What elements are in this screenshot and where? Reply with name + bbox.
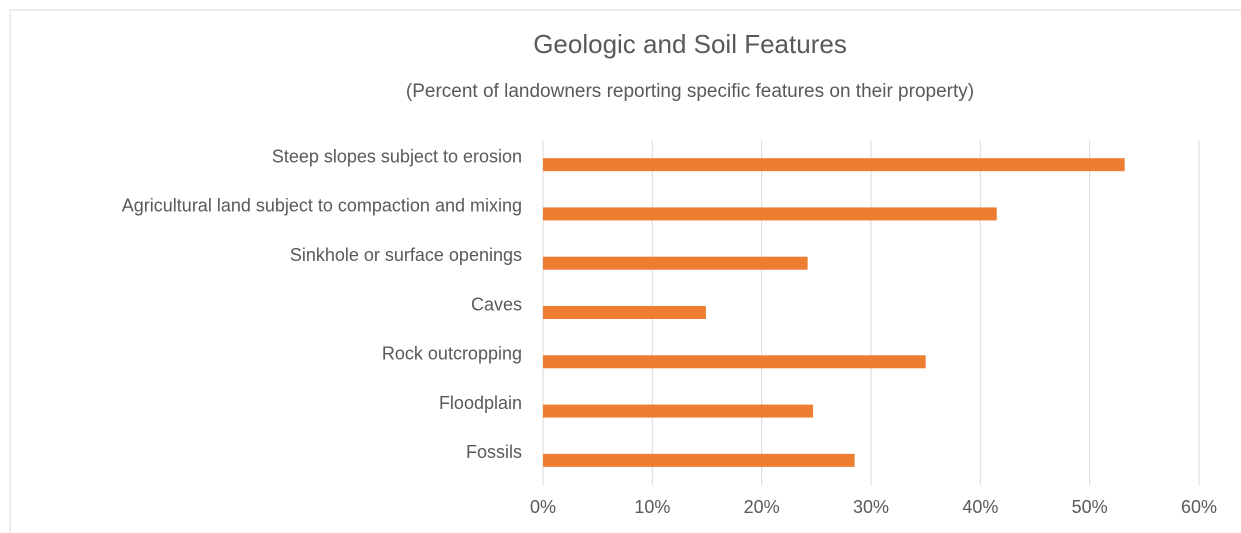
chart-subtitle: (Percent of landowners reporting specifi… bbox=[406, 81, 974, 102]
x-tick-label: 10% bbox=[634, 497, 670, 517]
bar bbox=[543, 256, 808, 270]
y-tick-label: Caves bbox=[471, 294, 522, 314]
y-tick-label: Agricultural land subject to compaction … bbox=[122, 196, 522, 216]
x-tick-label: 40% bbox=[962, 497, 998, 517]
y-tick-label: Steep slopes subject to erosion bbox=[272, 146, 522, 166]
x-tick-label: 50% bbox=[1072, 497, 1108, 517]
x-tick-label: 60% bbox=[1181, 497, 1217, 517]
chart-border bbox=[9, 9, 1241, 533]
bar bbox=[543, 158, 1125, 172]
x-tick-label: 20% bbox=[744, 497, 780, 517]
x-tick-label: 30% bbox=[853, 497, 889, 517]
bar bbox=[543, 207, 997, 221]
bar bbox=[543, 453, 855, 467]
y-tick-label: Floodplain bbox=[439, 393, 522, 413]
bar bbox=[543, 355, 926, 369]
y-tick-label: Sinkhole or surface openings bbox=[290, 245, 522, 265]
chart-title: Geologic and Soil Features bbox=[533, 29, 847, 59]
y-tick-label: Rock outcropping bbox=[382, 344, 522, 364]
bar bbox=[543, 306, 706, 319]
bar bbox=[543, 404, 814, 418]
x-tick-label: 0% bbox=[530, 497, 556, 517]
y-tick-label: Fossils bbox=[466, 442, 522, 462]
